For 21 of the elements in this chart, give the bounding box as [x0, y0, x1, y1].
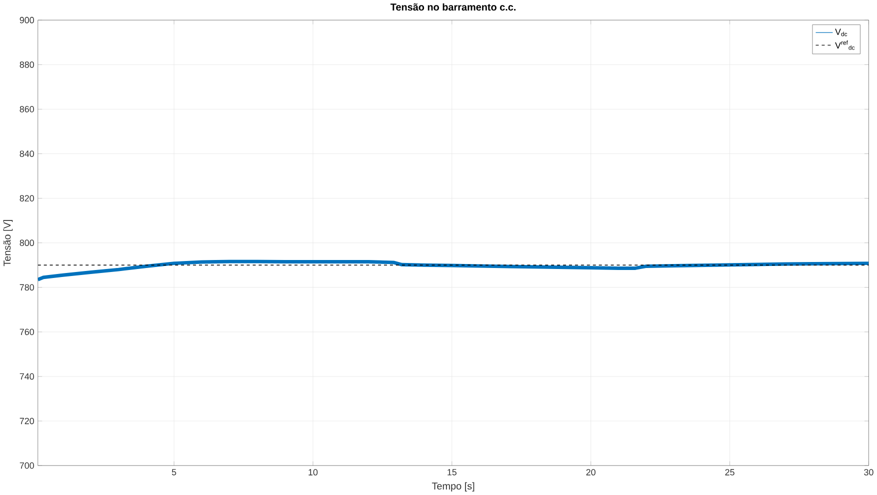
- y-tick-label: 840: [20, 150, 34, 157]
- y-axis-title: Tensão [V]: [3, 220, 13, 266]
- chart-title: Tensão no barramento c.c.: [390, 3, 516, 11]
- y-tick-label: 760: [20, 328, 34, 336]
- y-tick-label: 780: [20, 284, 34, 291]
- x-tick-label: 30: [864, 469, 874, 476]
- y-tick-label: 860: [20, 106, 34, 112]
- x-tick-label: 25: [725, 469, 734, 476]
- y-tick-label: 740: [20, 373, 34, 380]
- y-tick-label: 880: [20, 62, 34, 68]
- x-tick-label: 10: [308, 469, 318, 476]
- x-tick-label: 20: [586, 469, 596, 476]
- y-tick-label: 800: [20, 240, 34, 246]
- y-tick-label: 900: [20, 17, 34, 24]
- y-tick-label: 820: [20, 195, 34, 202]
- y-tick-label: 720: [20, 418, 34, 424]
- y-tick-label: 700: [20, 462, 34, 469]
- x-tick-label: 5: [172, 469, 176, 476]
- legend-label: V$_{dc}$: [835, 28, 848, 36]
- x-axis-title: Tempo [s]: [432, 482, 474, 492]
- x-tick-label: 15: [448, 469, 457, 476]
